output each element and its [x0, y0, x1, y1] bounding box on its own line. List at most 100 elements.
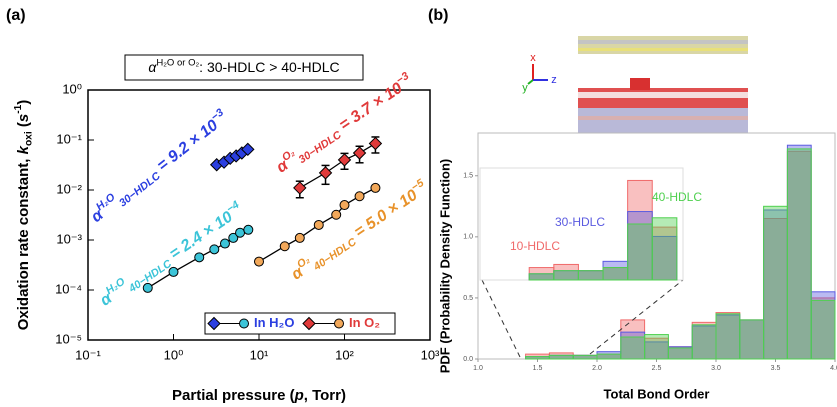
- legend-label: In H₂O: [254, 315, 294, 330]
- hist-bar: [596, 353, 622, 360]
- rich-text: Partial pressure (p, Torr): [172, 387, 346, 404]
- hist-bar: [553, 270, 579, 281]
- hist-bar: [715, 313, 741, 360]
- marker: [318, 166, 333, 180]
- x-tick-label: 10³: [421, 347, 440, 362]
- marker: [194, 252, 205, 263]
- marker: [368, 136, 383, 151]
- text-part: = 9.2 × 10: [151, 117, 222, 178]
- x-axis-label: Total Bond Order: [604, 386, 710, 401]
- marker: [339, 200, 350, 211]
- hist-bar: [651, 226, 678, 281]
- x-tick-label: 10²: [335, 347, 354, 362]
- hist-bar: [739, 319, 765, 360]
- marker: [235, 227, 246, 238]
- x-tick-label: 3.5: [771, 365, 781, 372]
- panel-label: (a): [6, 7, 26, 24]
- text-part: (: [15, 122, 32, 131]
- legend-marker: [302, 316, 316, 331]
- x-tick-label: 2.5: [652, 365, 662, 372]
- marker: [168, 266, 179, 277]
- x-tick-label: 3.0: [711, 365, 721, 372]
- rich-text: Oxidation rate constant, koxi (s-1): [13, 100, 35, 331]
- hist-bar: [620, 336, 646, 360]
- legend-label: 40-HDLC: [652, 190, 702, 204]
- panel-label: (b): [428, 7, 448, 24]
- x-tick-label: 1.5: [533, 365, 543, 372]
- y-axis-label: PDF (Probability Density Function): [437, 159, 452, 374]
- y-tick-label: 1.0: [463, 234, 473, 241]
- rich-text: αH₂O30−HDLC = 9.2 × 10−3: [86, 106, 233, 228]
- marker: [352, 146, 367, 160]
- text-part: O₂: [280, 147, 297, 164]
- molecule-image: [578, 36, 748, 133]
- legend-label: In O₂: [349, 315, 380, 330]
- x-tick-label: 2.0: [592, 365, 602, 372]
- y-tick-label: 10⁻⁵: [55, 331, 82, 346]
- y-tick-label: 1.5: [463, 173, 473, 180]
- text-part: = 3.7 × 10: [333, 80, 406, 137]
- marker: [279, 241, 290, 252]
- rich-text: αH₂O40−HDLC = 2.4 × 10−4: [95, 199, 247, 312]
- axis-glyph: [527, 64, 548, 85]
- text-part: k: [15, 145, 32, 154]
- text-part: −3: [394, 70, 411, 87]
- text-part: O₂: [295, 254, 312, 271]
- text-part: α: [148, 59, 157, 75]
- hist-bar: [786, 148, 812, 360]
- hist-bar: [691, 324, 717, 360]
- legend-label: 10-HDLC: [510, 239, 560, 253]
- text-part: −4: [224, 199, 241, 216]
- hist-bar: [577, 270, 604, 281]
- hist-bar: [528, 273, 555, 281]
- hist-bar: [548, 354, 574, 360]
- x-tick-label: 10¹: [250, 347, 269, 362]
- annotation-box: [124, 54, 364, 81]
- hist-bar: [602, 267, 629, 281]
- text-part: 30−HDLC: [117, 170, 163, 209]
- hist-bar: [763, 205, 788, 360]
- x-tick-label: 10⁻¹: [75, 347, 101, 362]
- hist-bar: [627, 223, 653, 281]
- hist-bar: [651, 235, 678, 281]
- marker: [313, 219, 324, 230]
- legend-box: [204, 312, 396, 335]
- marker: [337, 153, 352, 167]
- text-part: H₂O: [104, 275, 128, 297]
- zoom-line: [481, 279, 521, 358]
- y-tick-label: 0.5: [463, 295, 473, 302]
- marker: [331, 209, 342, 220]
- y-tick-label: 10⁻¹: [56, 131, 82, 146]
- y-tick-label: 10⁰: [62, 81, 82, 96]
- marker: [142, 282, 153, 293]
- text-part: Oxidation rate constant,: [15, 154, 32, 330]
- hist-bar: [572, 354, 598, 360]
- legend-marker: [334, 318, 344, 329]
- x-tick-label: 10⁰: [164, 347, 184, 362]
- hist-bar: [667, 347, 693, 360]
- text-part: -1: [13, 104, 24, 113]
- legend-marker: [239, 318, 249, 329]
- marker: [219, 238, 230, 249]
- marker: [370, 182, 381, 193]
- axis-glyph-label: z: [551, 74, 557, 86]
- y-tick-label: 10⁻³: [56, 231, 82, 246]
- marker: [241, 142, 255, 157]
- text-part: H₂O or O₂: [156, 57, 199, 68]
- y-tick-label: 10⁻⁴: [55, 281, 82, 296]
- text-part: : 30-HDLC > 40-HDLC: [199, 59, 339, 75]
- zoom-line: [589, 279, 684, 355]
- text-part: , Torr): [304, 387, 346, 404]
- marker: [243, 224, 254, 235]
- text-part: H₂O: [94, 191, 118, 213]
- marker: [209, 244, 220, 255]
- text-part: 30−HDLC: [297, 129, 344, 166]
- hist-bar: [810, 299, 836, 360]
- text-part: ): [15, 100, 32, 105]
- rich-text: αH₂O or O₂: 30-HDLC > 40-HDLC: [148, 57, 339, 75]
- x-tick-label: 1.0: [473, 365, 483, 372]
- text-part: 40−HDLC: [311, 236, 359, 274]
- hist-bar: [644, 334, 669, 360]
- x-tick-label: 4.0: [830, 365, 837, 372]
